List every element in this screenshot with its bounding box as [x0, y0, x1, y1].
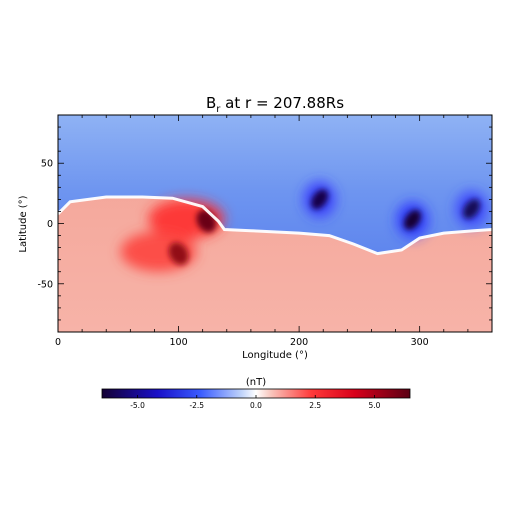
- chart-title-rest: at r = 207.88Rs: [220, 94, 344, 112]
- x-axis: 0 100 200 300: [55, 115, 493, 348]
- heatmap-field: [58, 115, 492, 332]
- y-tick-label: 0: [47, 219, 53, 230]
- x-axis-label: Longitude (°): [242, 350, 308, 361]
- negative-core: [403, 210, 421, 230]
- colorbar-ticks: -5.0 -2.5 0.0 2.5 5.0: [130, 395, 381, 410]
- colorbar-tick-label: 0.0: [250, 401, 262, 410]
- colorbar-tick-label: 5.0: [368, 401, 380, 410]
- x-tick-label: 200: [290, 337, 308, 348]
- colorbar-label: (nT): [246, 377, 266, 388]
- north-region: [58, 115, 492, 254]
- colorbar-tick-label: 2.5: [309, 401, 321, 410]
- y-axis: -50 0 50: [37, 114, 492, 333]
- negative-core: [462, 199, 481, 219]
- y-axis-label: Latitude (°): [18, 195, 29, 252]
- colorbar-tick-label: -2.5: [189, 401, 204, 410]
- chart-title-main: B: [206, 94, 216, 112]
- negative-core: [311, 189, 329, 210]
- colorbar-tick-label: -5.0: [130, 401, 145, 410]
- x-tick-label: 100: [169, 337, 187, 348]
- positive-core: [168, 242, 189, 265]
- y-tick-label: -50: [37, 279, 53, 290]
- x-tick-label: 0: [55, 337, 61, 348]
- y-tick-label: 50: [41, 159, 53, 170]
- chart-title: Br at r = 207.88Rs: [206, 94, 344, 115]
- chart-title-sub: r: [216, 104, 221, 115]
- current-sheet: [58, 195, 492, 256]
- x-tick-label: 300: [411, 337, 429, 348]
